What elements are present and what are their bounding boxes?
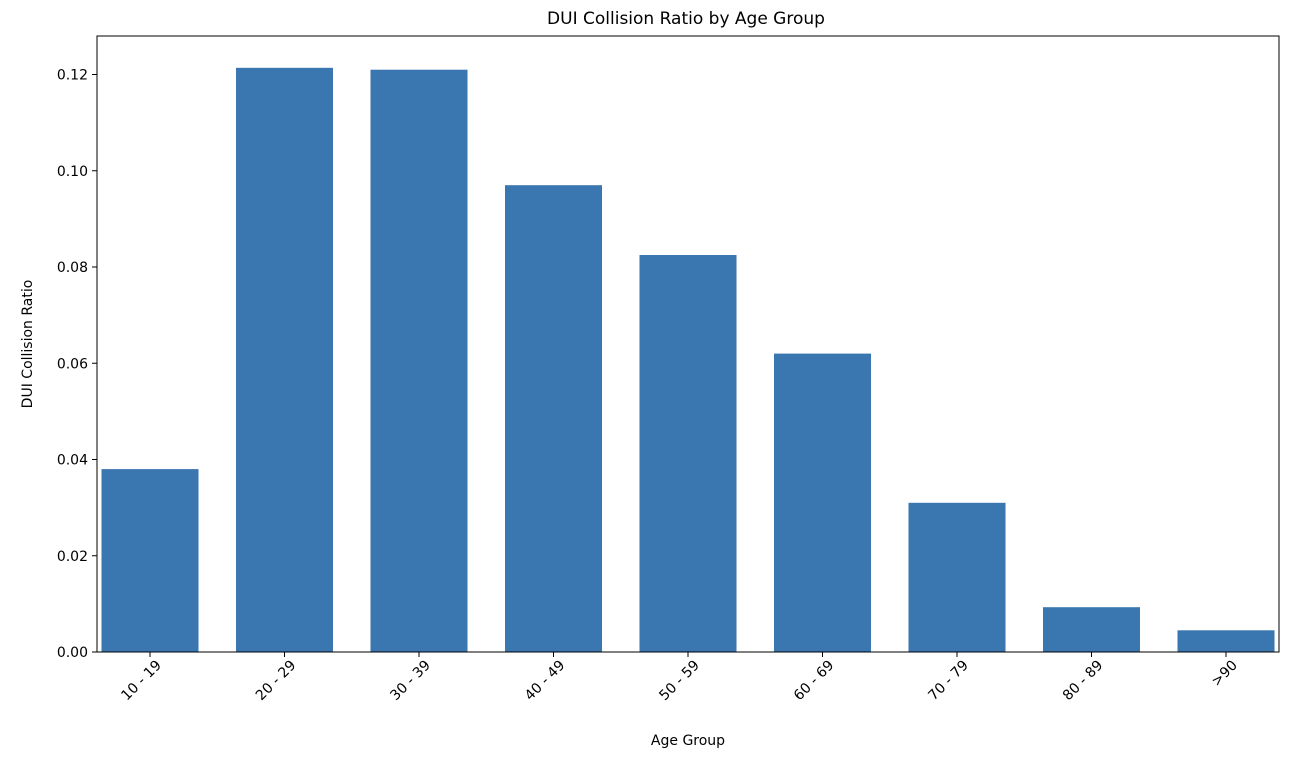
chart-title: DUI Collision Ratio by Age Group [547, 9, 825, 29]
bar-6 [908, 502, 1006, 652]
y-tick-label: 0.10 [57, 164, 88, 180]
bars-layer [101, 67, 1275, 653]
bar-3 [505, 185, 602, 652]
x-axis-title: Age Group [651, 733, 725, 749]
y-tick-label: 0.02 [57, 549, 88, 565]
x-tick-label: 70 - 79 [925, 658, 971, 704]
y-tick-label: 0.12 [57, 68, 88, 84]
bar-7 [1043, 607, 1140, 652]
x-tick-label: 50 - 59 [656, 658, 702, 704]
y-tick-label: 0.08 [57, 260, 88, 276]
bar-2 [370, 69, 468, 652]
x-tick-label: 80 - 89 [1060, 658, 1106, 704]
x-tick-label: 10 - 19 [118, 658, 164, 704]
bar-5 [774, 353, 871, 652]
x-axis-ticks: 10 - 19 20 - 29 30 - 39 40 - 49 50 - 59 60 - … [118, 652, 1241, 704]
y-tick-label: 0.04 [57, 453, 88, 469]
x-tick-label: 40 - 49 [522, 658, 568, 704]
y-tick-label: 0.00 [57, 645, 88, 661]
x-tick-label: 60 - 69 [791, 658, 837, 704]
y-axis-ticks: 0.00 0.02 0.04 0.06 0.08 0.10 0.12 [57, 68, 97, 661]
bar-8 [1177, 630, 1275, 652]
x-tick-label: >90 [1209, 658, 1241, 690]
bar-4 [639, 255, 737, 652]
x-tick-label: 20 - 29 [253, 658, 299, 704]
y-axis-title: DUI Collision Ratio [20, 280, 36, 409]
plot-frame [96, 35, 1280, 653]
bar-0 [101, 469, 199, 652]
y-tick-label: 0.06 [57, 356, 88, 372]
x-tick-label: 30 - 39 [387, 658, 433, 704]
bar-1 [236, 67, 333, 653]
